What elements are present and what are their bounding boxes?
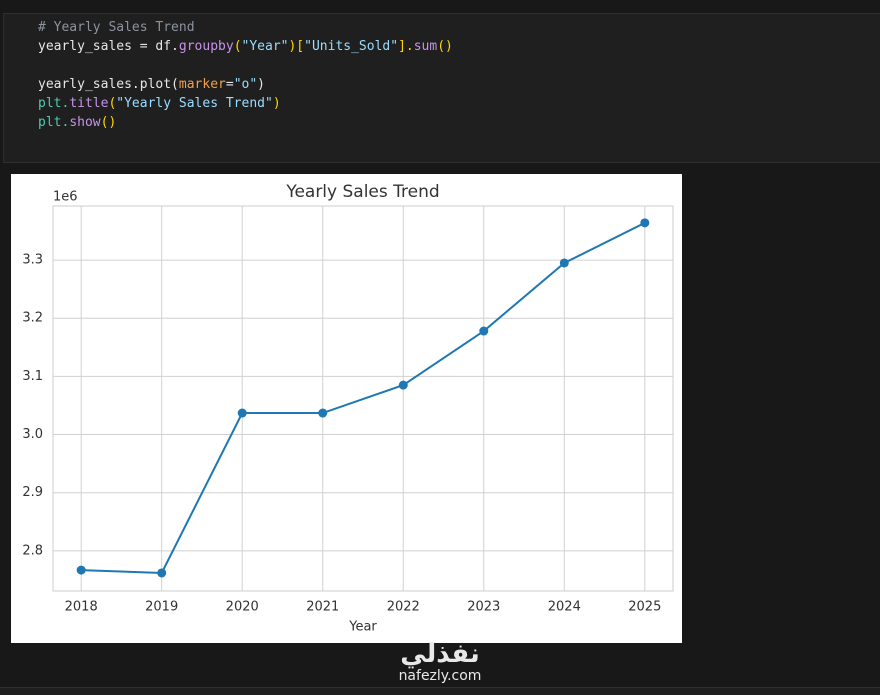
marker — [157, 568, 167, 578]
code-line: # Yearly Sales Trend — [38, 20, 195, 35]
x-tick-label: 2021 — [306, 600, 339, 615]
marker — [559, 258, 569, 268]
code-token: yearly_sales = df. — [38, 39, 179, 54]
code-token: ( — [108, 96, 117, 111]
y-tick-label: 3.3 — [22, 253, 43, 268]
code-token: title — [69, 96, 109, 111]
code-token: () — [100, 115, 117, 130]
chart-background — [11, 174, 682, 643]
watermark-arabic: نفذلي — [400, 639, 480, 669]
marker — [237, 408, 247, 418]
x-tick-label: 2023 — [467, 600, 500, 615]
plot-frame — [52, 205, 674, 592]
line — [81, 221, 646, 574]
code-token: ) — [272, 96, 281, 111]
x-tick-label: 2018 — [65, 600, 98, 615]
code-token: )[ — [288, 39, 305, 54]
code-token: plt. — [38, 115, 70, 130]
marker — [76, 565, 86, 575]
code-line: yearly_sales.plot(marker="o") — [38, 77, 265, 92]
x-tick-label: 2022 — [387, 600, 420, 615]
next-cell — [0, 687, 880, 695]
x-tick-label: 2019 — [145, 600, 178, 615]
code-token: "o" — [233, 77, 258, 92]
chart: Yearly Sales Trend 1e6 Year 2.8 2.9 3.0 3.1… — [11, 174, 682, 643]
x-axis-label: Year — [348, 620, 377, 635]
marker — [318, 408, 328, 418]
code-token: yearly_sales.plot( — [38, 77, 179, 92]
code-token: plt. — [38, 96, 70, 111]
code-token: marker — [178, 77, 226, 92]
y-tick-label: 3.0 — [22, 427, 43, 442]
marker — [479, 326, 489, 336]
code-line: plt.show() — [38, 115, 116, 130]
code-token: # Yearly Sales Trend — [38, 20, 195, 35]
watermark-latin: nafezly.com — [398, 668, 482, 684]
marker — [640, 218, 650, 228]
x-tick-label: 2025 — [628, 600, 661, 615]
code-token: "Year" — [241, 39, 289, 54]
code-token: "Units_Sold" — [304, 39, 399, 54]
code-token: ( — [233, 39, 242, 54]
code-token: = — [225, 77, 234, 92]
code-line: plt.title("Yearly Sales Trend") — [38, 96, 281, 111]
watermark: نفذلي nafezly.com — [388, 640, 492, 684]
chart-title: Yearly Sales Trend — [285, 182, 439, 202]
code-token: ) — [257, 77, 265, 92]
code-token: () — [437, 39, 453, 54]
y-tick-label: 2.9 — [22, 485, 43, 500]
code-token: show — [69, 115, 101, 130]
code-token: "Yearly Sales Trend" — [116, 96, 273, 111]
code-token: ]. — [398, 39, 414, 54]
code-token: groupby — [178, 39, 234, 54]
code-line: yearly_sales = df.groupby("Year")["Units… — [38, 39, 453, 54]
offset-label: 1e6 — [53, 190, 78, 205]
marker — [398, 380, 408, 390]
x-tick-label: 2024 — [548, 600, 581, 615]
y-tick-label: 3.2 — [22, 311, 43, 326]
y-tick-label: 2.8 — [22, 543, 43, 558]
y-tick-label: 3.1 — [22, 369, 43, 384]
x-tick-label: 2020 — [226, 600, 259, 615]
code-cell[interactable]: # Yearly Sales Trend yearly_sales = df.gr… — [3, 13, 880, 163]
code-token: sum — [413, 39, 438, 54]
